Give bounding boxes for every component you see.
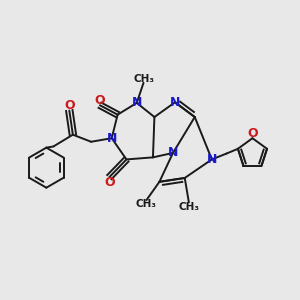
Text: N: N [170,96,180,109]
Text: CH₃: CH₃ [136,200,157,209]
Text: O: O [247,127,258,140]
Text: O: O [64,99,75,112]
Text: O: O [104,176,115,189]
Text: N: N [132,96,142,110]
Text: CH₃: CH₃ [178,202,200,212]
Text: CH₃: CH₃ [133,74,154,84]
Text: N: N [106,132,117,145]
Text: O: O [94,94,105,107]
Text: N: N [207,153,217,166]
Text: N: N [168,146,178,159]
